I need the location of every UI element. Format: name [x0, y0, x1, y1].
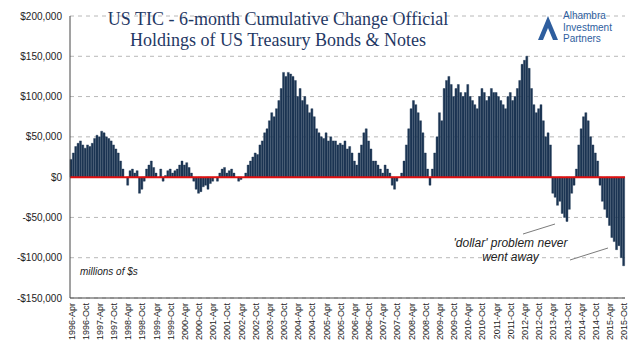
svg-text:1996-Oct: 1996-Oct — [81, 303, 91, 341]
html-text:US TIC - 6-month Cumulative Ch: US TIC - 6-month Cumulative Change Offic… — [107, 9, 449, 50]
svg-text:2002-Apr: 2002-Apr — [237, 303, 247, 340]
svg-text:1998-Oct: 1998-Oct — [137, 303, 147, 341]
svg-text:2008-Apr: 2008-Apr — [407, 303, 417, 340]
svg-text:1998-Apr: 1998-Apr — [123, 303, 133, 340]
svg-text:2013-Oct: 2013-Oct — [563, 303, 573, 341]
svg-text:2014-Oct: 2014-Oct — [591, 303, 601, 341]
html-text:millions of $s: millions of $s — [80, 266, 138, 277]
svg-text:2009-Oct: 2009-Oct — [449, 303, 459, 341]
svg-text:2001-Oct: 2001-Oct — [222, 303, 232, 341]
svg-text:2001-Apr: 2001-Apr — [208, 303, 218, 340]
svg-text:2011-Oct: 2011-Oct — [506, 303, 516, 340]
svg-text:2005-Oct: 2005-Oct — [336, 303, 346, 341]
svg-text:2000-Apr: 2000-Apr — [180, 303, 190, 340]
svg-text:2002-Oct: 2002-Oct — [251, 303, 261, 341]
svg-text:2006-Apr: 2006-Apr — [350, 303, 360, 340]
svg-text:2010-Apr: 2010-Apr — [463, 303, 473, 340]
svg-text:$200,000: $200,000 — [20, 11, 62, 22]
svg-text:-$100,000: -$100,000 — [17, 252, 62, 263]
svg-text:2015-Oct: 2015-Oct — [619, 303, 629, 341]
svg-text:2007-Oct: 2007-Oct — [392, 303, 402, 341]
svg-text:1999-Oct: 1999-Oct — [166, 303, 176, 341]
html-text:'dollar' problem never went aw: 'dollar' problem never went away — [453, 236, 568, 265]
svg-text:2004-Oct: 2004-Oct — [307, 303, 317, 341]
svg-text:1996-Apr: 1996-Apr — [67, 303, 77, 340]
svg-text:2000-Oct: 2000-Oct — [194, 303, 204, 341]
svg-text:1999-Apr: 1999-Apr — [152, 303, 162, 340]
svg-text:$0: $0 — [51, 172, 63, 183]
svg-text:-$150,000: -$150,000 — [17, 293, 62, 304]
svg-text:2010-Oct: 2010-Oct — [478, 303, 488, 341]
svg-text:2009-Apr: 2009-Apr — [435, 303, 445, 340]
svg-text:1997-Oct: 1997-Oct — [109, 303, 119, 341]
svg-text:2013-Apr: 2013-Apr — [548, 303, 558, 340]
svg-text:-$50,000: -$50,000 — [23, 212, 63, 223]
svg-text:2005-Apr: 2005-Apr — [322, 303, 332, 340]
svg-text:2004-Apr: 2004-Apr — [293, 303, 303, 340]
svg-text:2015-Apr: 2015-Apr — [605, 303, 615, 340]
svg-text:2011-Apr: 2011-Apr — [492, 303, 502, 339]
svg-text:2012-Oct: 2012-Oct — [534, 303, 544, 341]
svg-text:2012-Apr: 2012-Apr — [520, 303, 530, 340]
svg-text:2014-Apr: 2014-Apr — [577, 303, 587, 340]
svg-text:1997-Apr: 1997-Apr — [95, 303, 105, 340]
svg-text:2006-Oct: 2006-Oct — [364, 303, 374, 341]
html-text:Alhambra Investment Partners: Alhambra Investment Partners — [563, 10, 612, 44]
svg-text:$50,000: $50,000 — [26, 131, 63, 142]
svg-text:2008-Oct: 2008-Oct — [421, 303, 431, 341]
svg-text:$150,000: $150,000 — [20, 51, 62, 62]
svg-text:$100,000: $100,000 — [20, 91, 62, 102]
svg-text:2007-Apr: 2007-Apr — [378, 303, 388, 340]
svg-text:2003-Apr: 2003-Apr — [265, 303, 275, 340]
svg-text:2003-Oct: 2003-Oct — [279, 303, 289, 341]
